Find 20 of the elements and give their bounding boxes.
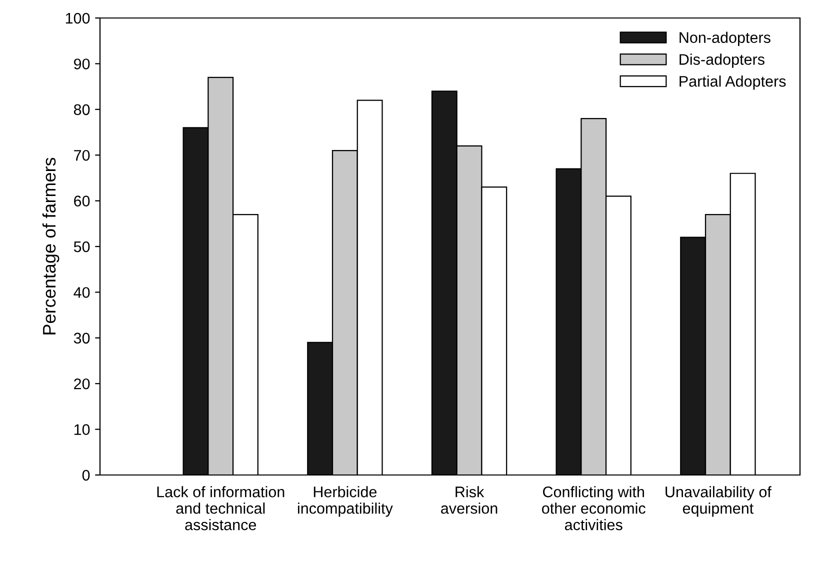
y-tick-label: 10 xyxy=(74,424,90,435)
y-tick-label: 90 xyxy=(74,58,90,70)
y-tick-label: 80 xyxy=(74,104,90,116)
y-tick-label: 0 xyxy=(82,470,90,481)
y-tick-label: 70 xyxy=(74,150,90,161)
legend-label: Non-adopters xyxy=(680,32,770,46)
y-tick-label: 20 xyxy=(74,378,90,390)
legend-label: Partial Adopters xyxy=(680,76,786,90)
x-tick-label: Conflicting with other economic activities xyxy=(542,486,646,530)
x-tick-label: Unavailability of equipment xyxy=(666,486,772,517)
x-tick-label: Risk aversion xyxy=(441,486,498,514)
y-tick-label: 30 xyxy=(74,332,90,344)
x-tick-label: Lack of information and technical assistance xyxy=(157,486,284,530)
x-tick-label: Herbicide incompatibility xyxy=(298,486,393,517)
y-tick-label: 50 xyxy=(74,241,90,252)
y-tick-label: 100 xyxy=(66,12,90,24)
y-tick-label: 60 xyxy=(74,196,90,206)
y-tick-label: 40 xyxy=(74,287,90,298)
y-axis-title: Percentage of farmers xyxy=(42,158,60,334)
legend-label: Dis-adopters xyxy=(680,54,764,68)
